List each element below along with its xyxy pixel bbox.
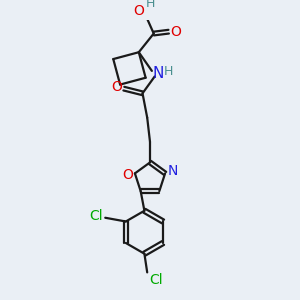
Text: O: O: [122, 168, 133, 182]
Text: H: H: [164, 65, 173, 78]
Text: Cl: Cl: [150, 273, 164, 287]
Text: N: N: [167, 164, 178, 178]
Text: O: O: [111, 80, 122, 94]
Text: O: O: [134, 4, 144, 18]
Text: O: O: [170, 25, 181, 39]
Text: N: N: [153, 66, 164, 81]
Text: Cl: Cl: [89, 209, 103, 223]
Text: H: H: [145, 0, 155, 10]
